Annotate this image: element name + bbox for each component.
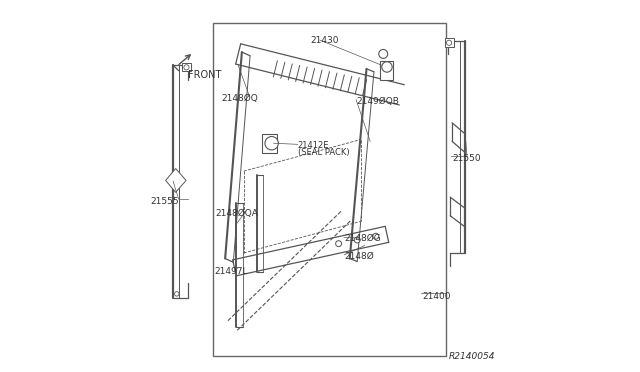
Circle shape bbox=[381, 62, 392, 72]
Circle shape bbox=[265, 137, 278, 150]
Text: FRONT: FRONT bbox=[188, 70, 221, 80]
Circle shape bbox=[447, 40, 452, 45]
Text: 21412E: 21412E bbox=[298, 141, 329, 150]
Bar bbox=[182, 63, 191, 71]
Text: 2148ØG: 2148ØG bbox=[344, 234, 381, 243]
Text: 21550: 21550 bbox=[452, 154, 481, 163]
Text: 21400: 21400 bbox=[422, 292, 451, 301]
Text: 21555: 21555 bbox=[151, 197, 179, 206]
Bar bbox=[213, 23, 445, 356]
Circle shape bbox=[184, 65, 189, 70]
Bar bbox=[262, 134, 277, 153]
Text: (SEAL PACK): (SEAL PACK) bbox=[298, 148, 349, 157]
Bar bbox=[380, 61, 394, 80]
Bar bbox=[445, 38, 454, 47]
Text: 21497L: 21497L bbox=[214, 267, 248, 276]
Text: 2148Ø: 2148Ø bbox=[344, 252, 374, 261]
Circle shape bbox=[373, 233, 379, 239]
Circle shape bbox=[335, 241, 342, 247]
Circle shape bbox=[379, 49, 388, 58]
Text: R2140054: R2140054 bbox=[449, 352, 495, 360]
Polygon shape bbox=[166, 169, 186, 192]
Text: 2149ØQB: 2149ØQB bbox=[356, 97, 399, 106]
Text: 2148ØQA: 2148ØQA bbox=[215, 209, 258, 218]
Circle shape bbox=[175, 292, 179, 296]
Text: 2148ØQ: 2148ØQ bbox=[221, 94, 258, 103]
Circle shape bbox=[354, 237, 360, 243]
Text: 21430: 21430 bbox=[310, 36, 339, 45]
